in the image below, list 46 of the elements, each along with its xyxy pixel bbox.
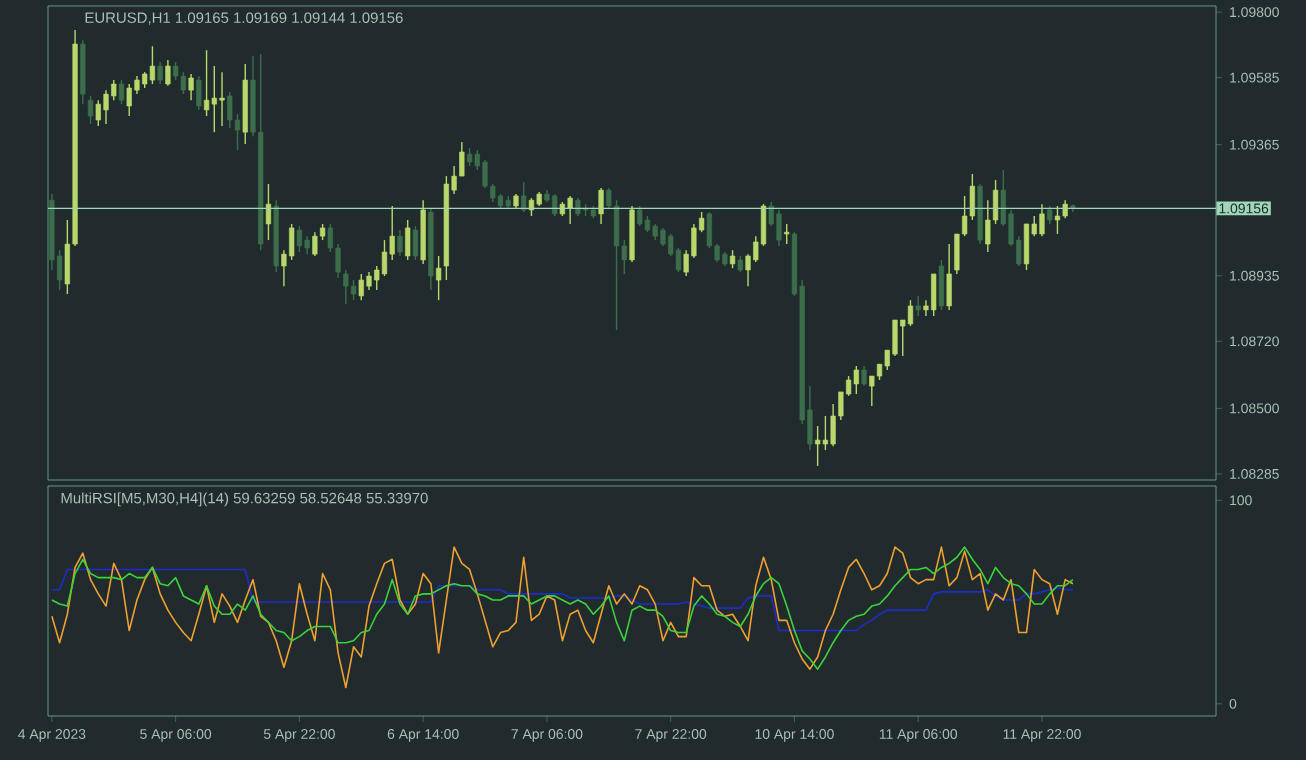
candlestick [219, 71, 225, 127]
candlestick [938, 259, 945, 311]
candlestick [436, 255, 442, 301]
candlestick [149, 45, 156, 85]
candlestick [312, 231, 318, 257]
candlestick [931, 273, 937, 317]
candlestick [946, 243, 952, 311]
candlestick [822, 415, 829, 451]
candlestick [118, 79, 125, 105]
candlestick [637, 205, 643, 227]
candlestick [350, 279, 357, 301]
candlestick [552, 193, 558, 217]
candlestick [203, 49, 210, 117]
candlestick [1054, 205, 1061, 235]
candlestick [103, 89, 109, 125]
candlestick [1039, 203, 1045, 237]
candlestick [853, 365, 859, 395]
candlestick [265, 183, 272, 241]
candlestick [598, 187, 604, 225]
candlestick [188, 73, 194, 101]
candlestick [180, 71, 186, 95]
candlestick [405, 219, 411, 261]
candlestick [126, 83, 132, 117]
candlestick [157, 61, 163, 85]
candlestick [1023, 223, 1030, 271]
candlestick [861, 365, 867, 387]
candlestick [95, 99, 101, 127]
candlestick [907, 299, 914, 327]
candlestick [567, 195, 573, 225]
candlestick [776, 209, 782, 247]
candlestick [915, 295, 921, 317]
candlestick [289, 223, 295, 261]
candlestick [165, 59, 171, 87]
candlestick [397, 229, 403, 257]
candlestick [521, 181, 527, 213]
candlestick [784, 223, 790, 245]
candlestick [381, 239, 388, 277]
candlestick [87, 95, 94, 125]
candlestick [815, 425, 821, 467]
candlestick [211, 65, 217, 133]
candlestick [227, 91, 233, 129]
candlestick [343, 269, 349, 305]
candlestick [358, 273, 364, 301]
candlestick [412, 225, 419, 261]
candlestick [296, 225, 303, 253]
candlestick [196, 75, 202, 111]
